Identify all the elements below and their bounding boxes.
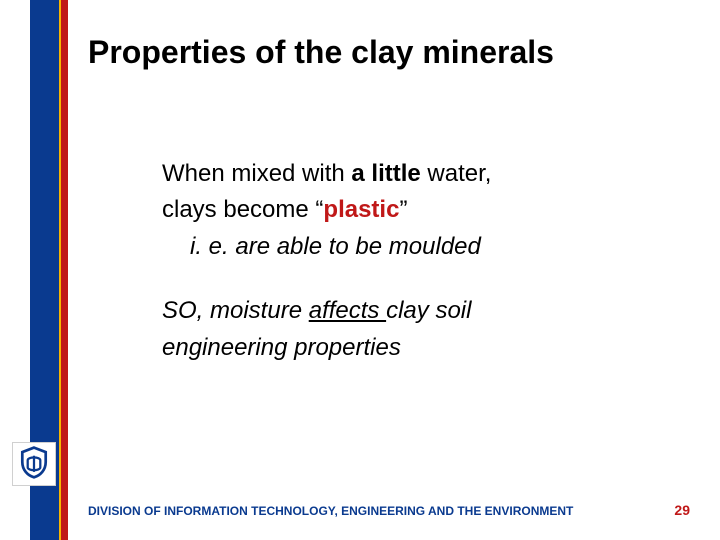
text: clay soil [386, 297, 471, 324]
stripe-red [61, 0, 68, 540]
slide-title: Properties of the clay minerals [88, 34, 690, 71]
text-bold-red: plastic [323, 196, 399, 223]
university-shield-icon [16, 444, 52, 485]
slide-footer: DIVISION OF INFORMATION TECHNOLOGY, ENGI… [88, 502, 690, 518]
slide: Properties of the clay minerals When mix… [0, 0, 720, 540]
body-line-5: engineering properties [162, 332, 660, 364]
university-logo [12, 442, 56, 486]
slide-body: When mixed with a little water, clays be… [162, 158, 660, 368]
text-bold: a little [351, 160, 420, 187]
page-number: 29 [674, 502, 690, 518]
spacer [162, 267, 660, 295]
text-underline: affects [309, 297, 386, 324]
text: ” [399, 196, 407, 223]
text: clays become [162, 196, 315, 223]
body-line-4: SO, moisture affects clay soil [162, 295, 660, 327]
body-line-3: i. e. are able to be moulded [190, 231, 660, 263]
text: When mixed with [162, 160, 351, 187]
body-line-1: When mixed with a little water, [162, 158, 660, 190]
body-line-2: clays become “plastic” [162, 194, 660, 226]
footer-text: DIVISION OF INFORMATION TECHNOLOGY, ENGI… [88, 504, 573, 518]
text: water, [421, 160, 492, 187]
text: SO, moisture [162, 297, 309, 324]
